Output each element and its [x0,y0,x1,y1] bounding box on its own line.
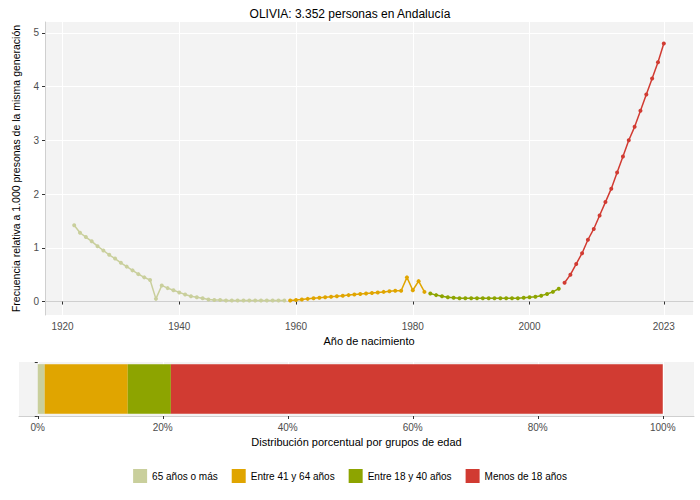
svg-text:0: 0 [33,296,39,307]
svg-text:40%: 40% [278,422,298,433]
svg-text:4: 4 [33,81,39,92]
svg-text:Entre 18 y 40 años: Entre 18 y 40 años [368,471,452,482]
svg-text:1920: 1920 [51,321,74,332]
svg-text:1960: 1960 [285,321,308,332]
svg-text:1980: 1980 [402,321,425,332]
svg-text:65 años o más: 65 años o más [152,471,218,482]
svg-text:Entre 41 y 64 años: Entre 41 y 64 años [251,471,335,482]
svg-text:1: 1 [33,242,39,253]
svg-text:OLIVIA: 3.352 personas en Anda: OLIVIA: 3.352 personas en Andalucía [250,7,451,21]
svg-text:Distribución porcentual por gr: Distribución porcentual por grupos de ed… [251,436,461,448]
svg-text:0%: 0% [31,422,46,433]
svg-text:60%: 60% [403,422,423,433]
svg-text:Menos de 18 años: Menos de 18 años [485,471,567,482]
svg-text:Frecuencia relativa a 1.000 pr: Frecuencia relativa a 1.000 presonas de … [10,25,22,312]
svg-text:Año de nacimiento: Año de nacimiento [323,335,414,347]
svg-text:100%: 100% [650,422,676,433]
svg-text:20%: 20% [153,422,173,433]
svg-text:2023: 2023 [653,321,676,332]
svg-text:3: 3 [33,135,39,146]
svg-text:1940: 1940 [168,321,191,332]
svg-text:2: 2 [33,189,39,200]
svg-text:2000: 2000 [518,321,541,332]
svg-text:5: 5 [33,27,39,38]
svg-text:80%: 80% [528,422,548,433]
